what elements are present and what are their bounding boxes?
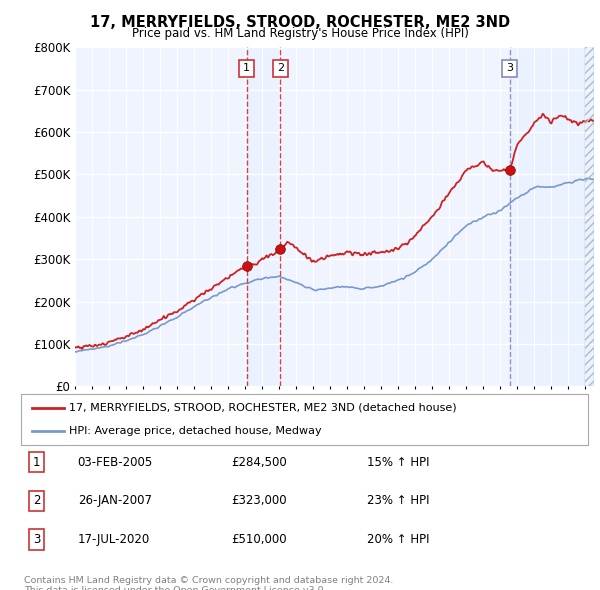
Text: 3: 3 [33, 533, 41, 546]
Text: Contains HM Land Registry data © Crown copyright and database right 2024.
This d: Contains HM Land Registry data © Crown c… [24, 576, 393, 590]
Text: 3: 3 [506, 63, 513, 73]
Text: 2: 2 [33, 494, 41, 507]
Text: 2: 2 [277, 63, 284, 73]
Text: £323,000: £323,000 [231, 494, 286, 507]
Text: HPI: Average price, detached house, Medway: HPI: Average price, detached house, Medw… [69, 427, 322, 437]
Text: £284,500: £284,500 [231, 455, 287, 468]
Text: 20% ↑ HPI: 20% ↑ HPI [367, 533, 430, 546]
Text: 1: 1 [33, 455, 41, 468]
Text: 17-JUL-2020: 17-JUL-2020 [78, 533, 150, 546]
Text: 23% ↑ HPI: 23% ↑ HPI [367, 494, 430, 507]
Text: 03-FEB-2005: 03-FEB-2005 [78, 455, 153, 468]
Text: 17, MERRYFIELDS, STROOD, ROCHESTER, ME2 3ND (detached house): 17, MERRYFIELDS, STROOD, ROCHESTER, ME2 … [69, 402, 457, 412]
Bar [247, 47, 280, 386]
Text: 15% ↑ HPI: 15% ↑ HPI [367, 455, 430, 468]
Text: 26-JAN-2007: 26-JAN-2007 [78, 494, 152, 507]
Text: Price paid vs. HM Land Registry's House Price Index (HPI): Price paid vs. HM Land Registry's House … [131, 27, 469, 40]
Text: 1: 1 [243, 63, 250, 73]
Text: £510,000: £510,000 [231, 533, 286, 546]
Text: 17, MERRYFIELDS, STROOD, ROCHESTER, ME2 3ND: 17, MERRYFIELDS, STROOD, ROCHESTER, ME2 … [90, 15, 510, 30]
Bar [509, 47, 594, 386]
